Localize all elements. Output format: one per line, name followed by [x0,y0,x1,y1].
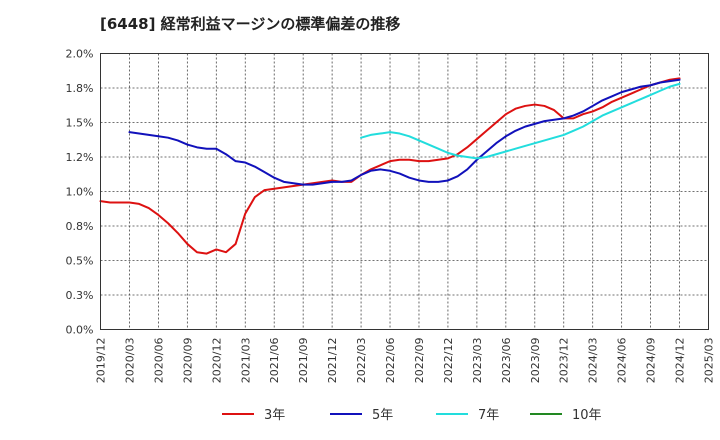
y-tick-label: 0.8% [66,220,94,233]
x-tick-label: 2021/09 [297,338,310,384]
x-tick-label: 2022/06 [384,338,397,384]
x-tick-label: 2023/09 [529,338,542,384]
series-line-5年 [128,78,681,186]
x-tick-label: 2022/09 [413,338,426,384]
y-tick-label: 1.8% [66,82,94,95]
x-tick-label: 2019/12 [95,338,108,384]
x-tick-label: 2021/03 [239,338,252,384]
x-axis: 2019/12 2020/03 2020/06 2020/09 2020/12 2021/… [95,338,716,384]
y-tick-label: 1.5% [66,117,94,130]
y-axis: 0.0% 0.3% 0.5% 0.8% 1.0% 1.2% 1.5% 1.8% 2.0% [66,48,94,337]
x-tick-label: 2023/06 [500,338,513,384]
x-tick-label: 2023/03 [471,338,484,384]
x-tick-label: 2022/03 [355,338,368,384]
x-tick-label: 2022/12 [442,338,455,384]
x-tick-label: 2025/03 [703,338,716,384]
grid [100,53,709,330]
legend-label: 10年 [572,408,602,423]
x-tick-label: 2021/06 [268,338,281,384]
y-tick-label: 0.5% [66,255,94,268]
x-tick-label: 2020/12 [210,338,223,384]
x-tick-label: 2024/09 [645,338,658,384]
x-tick-label: 2024/03 [587,338,600,384]
series-line-7年 [360,82,681,160]
y-tick-label: 0.0% [66,324,94,337]
legend-label: 5年 [372,408,393,423]
x-tick-label: 2020/06 [152,338,165,384]
y-tick-label: 1.2% [66,151,94,164]
y-tick-label: 2.0% [66,48,94,61]
x-tick-label: 2024/06 [616,338,629,384]
legend-label: 3年 [264,408,285,423]
x-tick-label: 2020/09 [181,338,194,384]
y-tick-label: 1.0% [66,186,94,199]
plot-frame [100,53,709,330]
legend-label: 7年 [478,408,499,423]
plot-area [99,77,681,255]
chart-title: [6448] 経常利益マージンの標準偏差の推移 [100,15,400,33]
legend: 3年 5年 7年 10年 [222,408,602,423]
x-tick-label: 2024/12 [674,338,687,384]
x-tick-label: 2020/03 [123,338,136,384]
series-line-3年 [99,77,681,255]
y-tick-label: 0.3% [66,289,94,302]
x-tick-label: 2021/12 [326,338,339,384]
x-tick-label: 2023/12 [558,338,571,384]
